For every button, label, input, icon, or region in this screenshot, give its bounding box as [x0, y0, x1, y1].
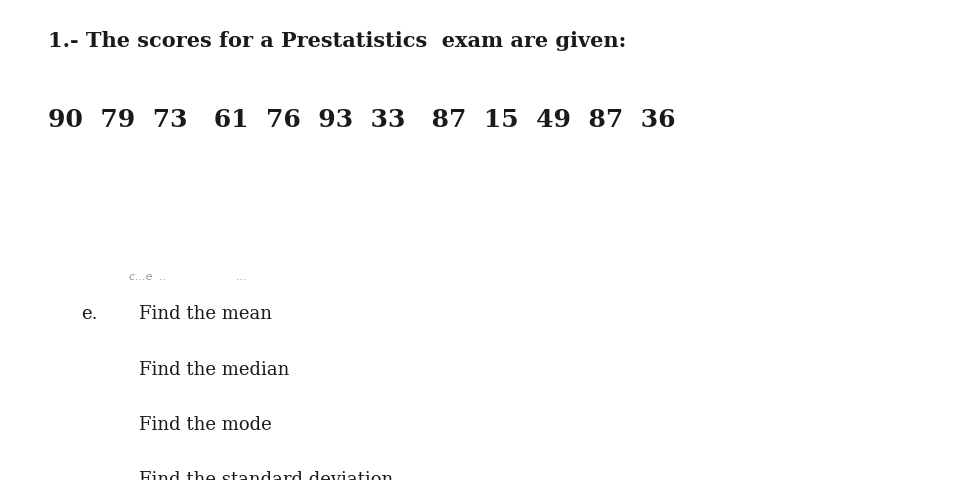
- Text: Find the standard deviation: Find the standard deviation: [139, 470, 393, 480]
- Text: Find the mean: Find the mean: [139, 305, 272, 323]
- Text: 1.- The scores for a Prestatistics  exam are given:: 1.- The scores for a Prestatistics exam …: [48, 31, 626, 51]
- Text: 90  79  73   61  76  93  33   87  15  49  87  36: 90 79 73 61 76 93 33 87 15 49 87 36: [48, 108, 676, 132]
- Text: e.: e.: [81, 305, 98, 323]
- Text: c...e  ..                    ...: c...e .. ...: [129, 271, 247, 281]
- Text: Find the median: Find the median: [139, 360, 289, 378]
- Text: Find the mode: Find the mode: [139, 415, 272, 433]
